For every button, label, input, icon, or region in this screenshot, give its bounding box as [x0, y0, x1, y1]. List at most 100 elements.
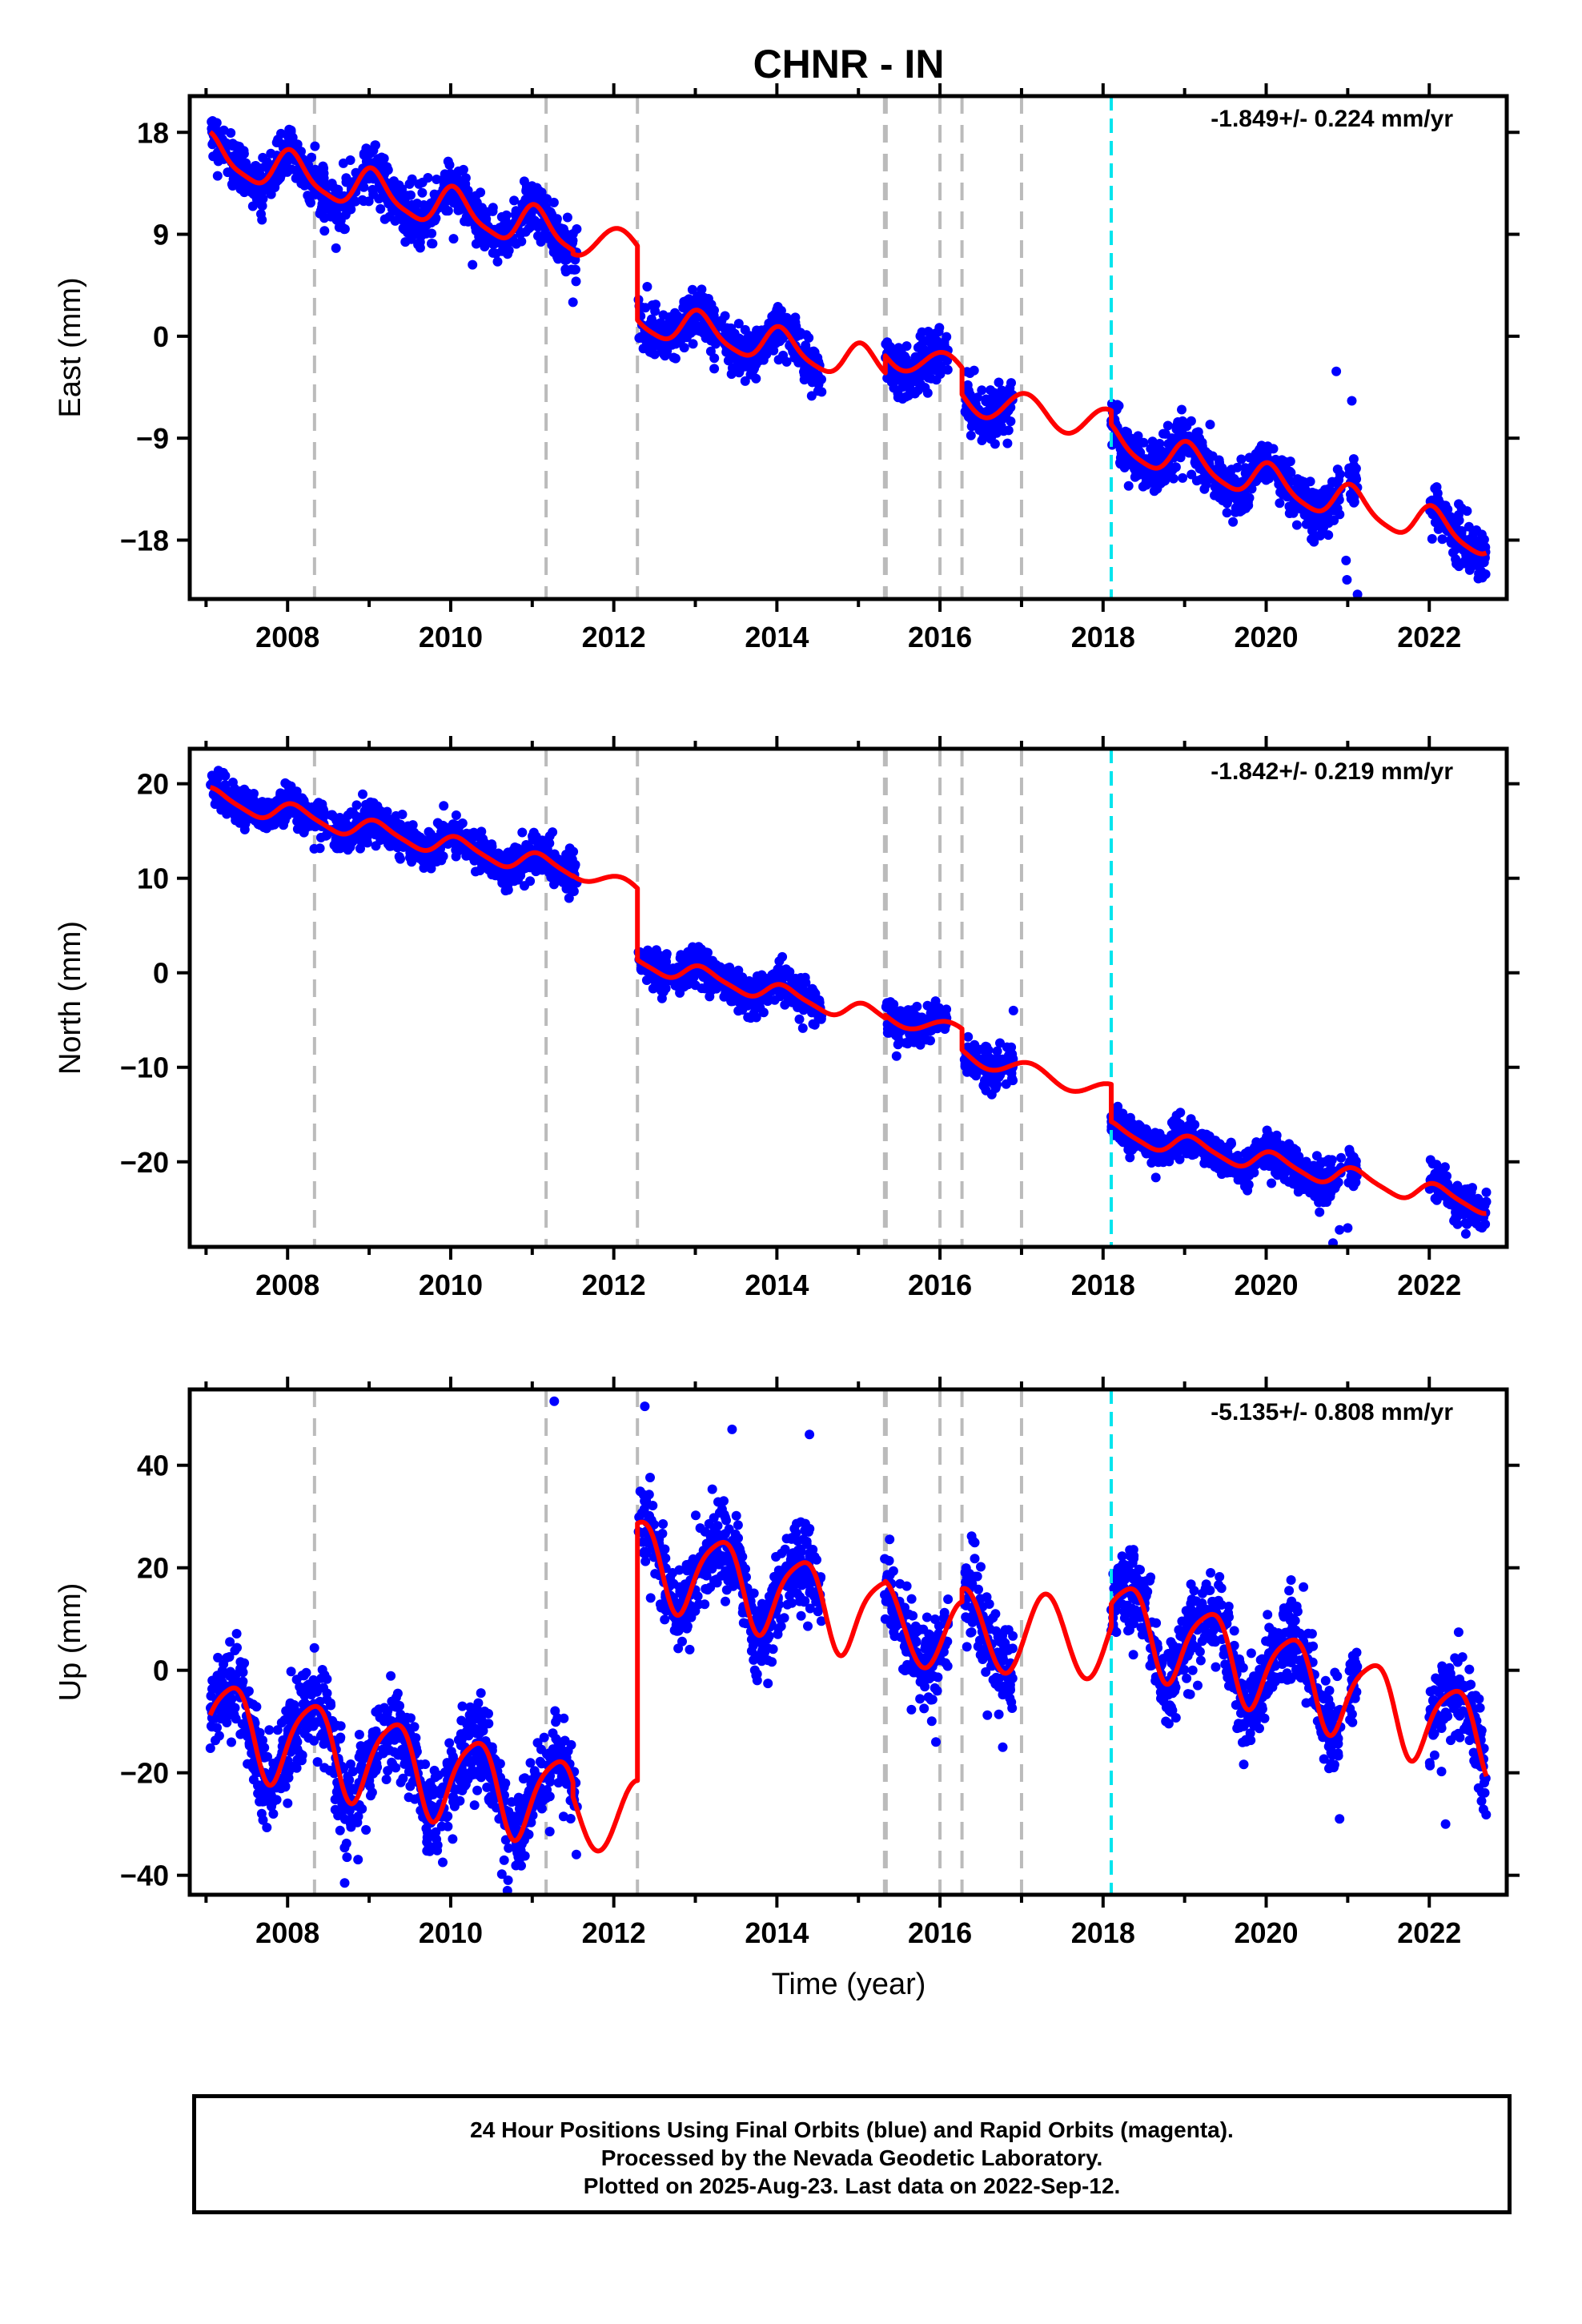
- data-point: [688, 339, 698, 349]
- data-point: [698, 328, 709, 338]
- data-point: [341, 173, 351, 183]
- data-point: [1166, 433, 1177, 444]
- data-point: [375, 203, 386, 214]
- data-point: [469, 201, 480, 211]
- data-point: [419, 862, 429, 873]
- data-point: [228, 174, 239, 184]
- y-tick-label: 18: [137, 116, 169, 149]
- data-point: [994, 377, 1004, 388]
- data-point: [238, 161, 248, 171]
- data-point: [1284, 501, 1295, 512]
- data-point: [417, 187, 428, 198]
- data-point: [1151, 476, 1162, 486]
- data-point: [477, 203, 487, 213]
- data-point: [1292, 476, 1303, 487]
- data-point: [397, 184, 408, 195]
- data-point: [212, 171, 223, 181]
- data-point: [897, 356, 907, 367]
- data-point: [310, 141, 320, 151]
- data-point: [670, 308, 680, 318]
- data-point: [213, 766, 223, 776]
- data-point: [448, 234, 459, 244]
- data-point: [1224, 489, 1235, 499]
- data-point: [1255, 444, 1265, 454]
- data-point: [1315, 517, 1325, 528]
- data-point: [532, 183, 542, 193]
- data-point: [656, 318, 666, 328]
- data-point: [922, 388, 933, 398]
- data-point: [520, 881, 529, 891]
- plot-frame: [187, 94, 1509, 601]
- data-point: [214, 127, 224, 137]
- data-point: [563, 253, 573, 263]
- data-point: [1162, 420, 1173, 431]
- data-point: [256, 188, 267, 199]
- data-point: [1261, 452, 1271, 463]
- data-point: [1115, 457, 1125, 468]
- data-point: [504, 245, 514, 255]
- data-point: [319, 168, 329, 179]
- data-point: [799, 369, 809, 380]
- data-point: [736, 338, 746, 348]
- data-point: [279, 818, 288, 828]
- data-point: [1329, 515, 1339, 525]
- data-point: [775, 988, 785, 999]
- data-point: [1431, 482, 1442, 493]
- data-point: [1342, 575, 1352, 585]
- data-point: [751, 1012, 761, 1023]
- data-point: [287, 793, 297, 802]
- chart-title: CHNR - IN: [753, 42, 945, 86]
- data-point: [777, 951, 788, 962]
- y-tick-label: 0: [153, 320, 169, 353]
- data-point: [333, 189, 343, 199]
- data-point: [792, 332, 802, 341]
- data-point: [512, 869, 522, 879]
- data-point: [1341, 555, 1351, 565]
- data-point: [1172, 420, 1182, 430]
- data-point: [794, 1014, 805, 1024]
- data-point: [331, 243, 341, 253]
- data-point: [351, 800, 362, 810]
- data-point: [984, 426, 994, 436]
- data-point: [752, 325, 762, 336]
- data-point: [495, 238, 505, 248]
- data-point: [321, 830, 331, 841]
- data-point: [210, 799, 220, 810]
- data-point: [1279, 1174, 1290, 1184]
- data-point: [1452, 517, 1462, 528]
- data-point: [973, 392, 982, 403]
- data-point: [550, 872, 560, 883]
- data-point: [981, 1041, 991, 1051]
- data-point: [405, 852, 415, 862]
- data-point: [680, 981, 690, 991]
- data-point: [748, 984, 758, 995]
- data-point: [726, 967, 737, 978]
- data-point: [403, 821, 413, 831]
- data-point: [991, 428, 1002, 438]
- data-point: [311, 189, 321, 199]
- data-point: [431, 213, 441, 223]
- data-point: [416, 223, 427, 233]
- data-point: [423, 173, 433, 183]
- data-point: [517, 827, 528, 838]
- data-point: [322, 181, 332, 191]
- data-point: [801, 343, 811, 353]
- data-point: [720, 311, 730, 321]
- x-tick-label: 2014: [745, 621, 809, 653]
- data-point: [915, 341, 926, 352]
- data-point: [647, 346, 656, 356]
- data-point: [769, 345, 779, 356]
- data-point: [558, 877, 568, 887]
- data-point: [723, 356, 733, 366]
- data-point: [1347, 396, 1357, 406]
- data-point: [363, 196, 374, 207]
- data-point: [1158, 469, 1169, 480]
- data-point: [1476, 566, 1486, 577]
- data-point: [358, 789, 367, 799]
- data-point: [1154, 444, 1165, 455]
- data-point: [749, 363, 758, 373]
- data-point: [509, 195, 520, 206]
- data-point: [726, 323, 737, 333]
